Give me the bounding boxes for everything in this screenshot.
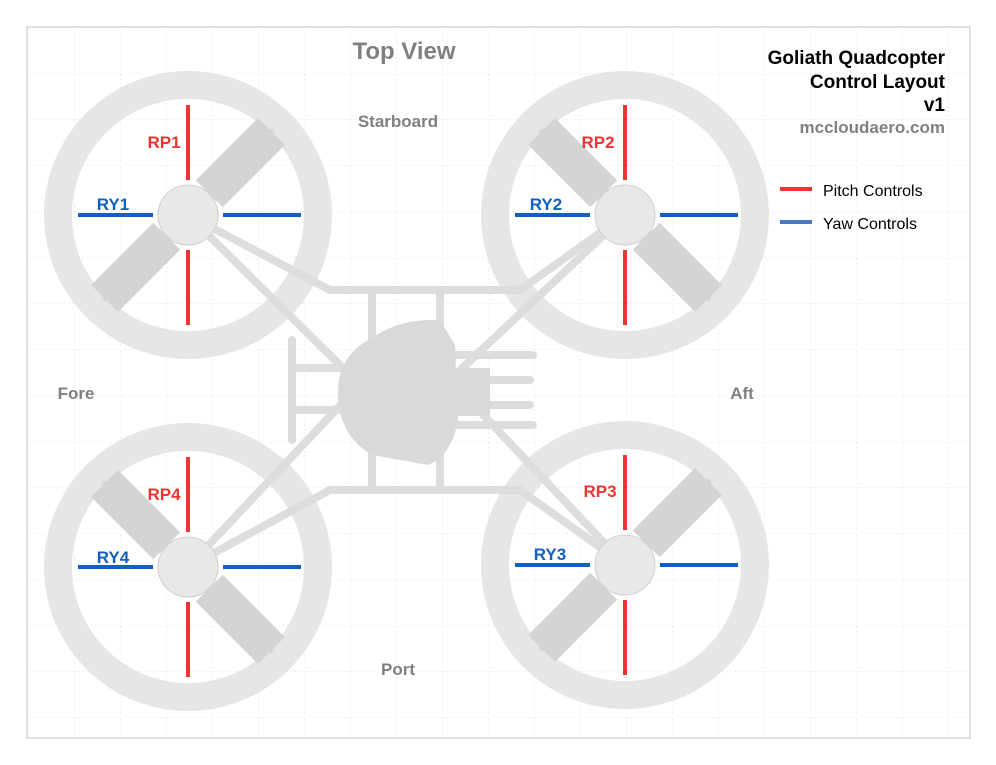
header-line-2: Control Layout (810, 72, 946, 93)
fuselage-body (338, 319, 458, 465)
direction-starboard: Starboard (358, 112, 438, 131)
yaw-label: RY3 (534, 545, 566, 564)
header-line-1: Goliath Quadcopter (768, 48, 946, 69)
rotor-ring-3 (481, 421, 769, 709)
yaw-label: RY4 (97, 548, 130, 567)
rotor-blade (195, 574, 285, 664)
arm-strut (451, 211, 629, 379)
rotor-blade (195, 118, 285, 208)
rotor-ring-1 (44, 71, 332, 359)
pitch-label: RP1 (147, 133, 180, 152)
diagram-title: Top View (352, 38, 455, 65)
arm-strut (184, 391, 354, 571)
rotor-blade (632, 222, 722, 312)
rotor-blade (91, 470, 181, 560)
pitch-label: RP3 (583, 482, 616, 501)
rotor-2: RP2 RY2 (515, 105, 738, 325)
rotor-1: RP1 RY1 (78, 105, 301, 325)
rotor-hub (594, 184, 656, 246)
yaw-label: RY2 (530, 195, 562, 214)
fuselage (338, 319, 490, 465)
website-label: mccloudaero.com (800, 118, 946, 137)
rotor-hub (594, 534, 656, 596)
direction-aft: Aft (730, 384, 754, 403)
legend-pitch-label: Pitch Controls (823, 183, 923, 200)
direction-fore: Fore (58, 384, 95, 403)
rotor-hub (157, 184, 219, 246)
header-line-3: v1 (924, 95, 946, 116)
rotors: RP1 RY1 RP2 RY2 RP3 RY3 RP4 RY4 (78, 105, 738, 677)
rotor-ring-4 (44, 423, 332, 711)
rotor-rings (44, 71, 769, 711)
rotor-ring-2 (481, 71, 769, 359)
rotor-blade (91, 222, 181, 312)
rotor-blade (528, 118, 618, 208)
rotor-3: RP3 RY3 (515, 455, 738, 675)
legend: Pitch Controls Yaw Controls (780, 183, 923, 233)
fuselage-aft-box (450, 368, 490, 416)
direction-port: Port (381, 660, 415, 679)
rotor-blade (528, 572, 618, 662)
pitch-label: RP2 (581, 133, 614, 152)
rotor-blade (632, 468, 722, 558)
arm-strut (184, 211, 354, 379)
legend-yaw-label: Yaw Controls (823, 216, 917, 233)
yaw-label: RY1 (97, 195, 129, 214)
rotor-hub (157, 536, 219, 598)
pitch-label: RP4 (147, 485, 181, 504)
rotor-4: RP4 RY4 (78, 457, 301, 677)
